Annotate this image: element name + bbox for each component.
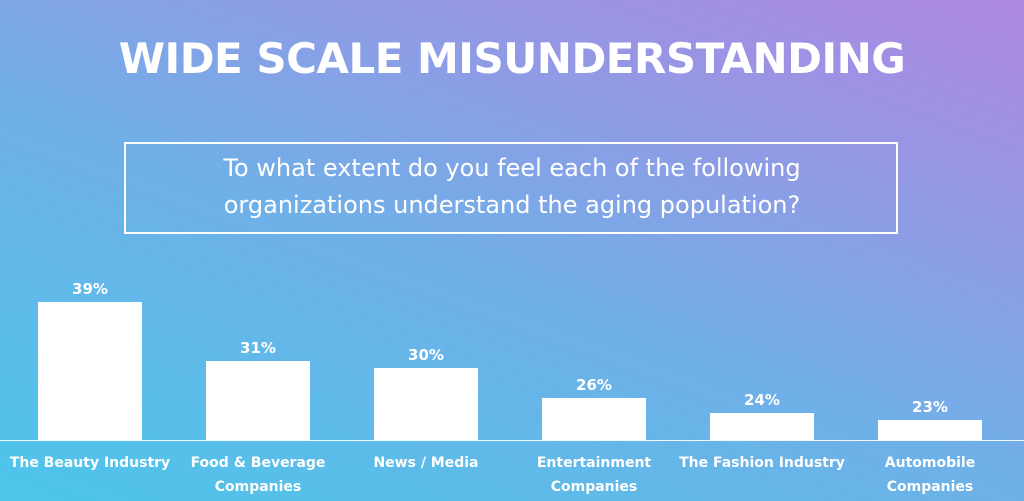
category-label: Entertainment Companies xyxy=(536,455,652,495)
value-label: 24% xyxy=(744,390,780,409)
value-label: 39% xyxy=(72,280,108,298)
chart-subtitle: To what extent do you feel each of the f… xyxy=(223,154,801,219)
bar xyxy=(542,397,646,440)
bar xyxy=(374,368,478,440)
value-label: 30% xyxy=(408,346,444,365)
value-label: 31% xyxy=(240,339,276,357)
baseline xyxy=(0,440,1024,441)
question-box xyxy=(124,142,898,234)
category-label: The Beauty Industry xyxy=(9,455,171,471)
bar xyxy=(38,302,142,440)
bar xyxy=(710,412,814,440)
category-label: Automobile Companies xyxy=(884,455,976,495)
bar xyxy=(878,420,982,440)
category-label: Food & Beverage Companies xyxy=(190,455,326,495)
value-label: 23% xyxy=(912,398,948,416)
chart-title: WIDE SCALE MISUNDERSTANDING xyxy=(118,34,906,83)
bar xyxy=(206,361,310,440)
category-label: The Fashion Industry xyxy=(679,455,845,471)
category-label: News / Media xyxy=(373,455,479,471)
value-label: 26% xyxy=(576,375,612,394)
